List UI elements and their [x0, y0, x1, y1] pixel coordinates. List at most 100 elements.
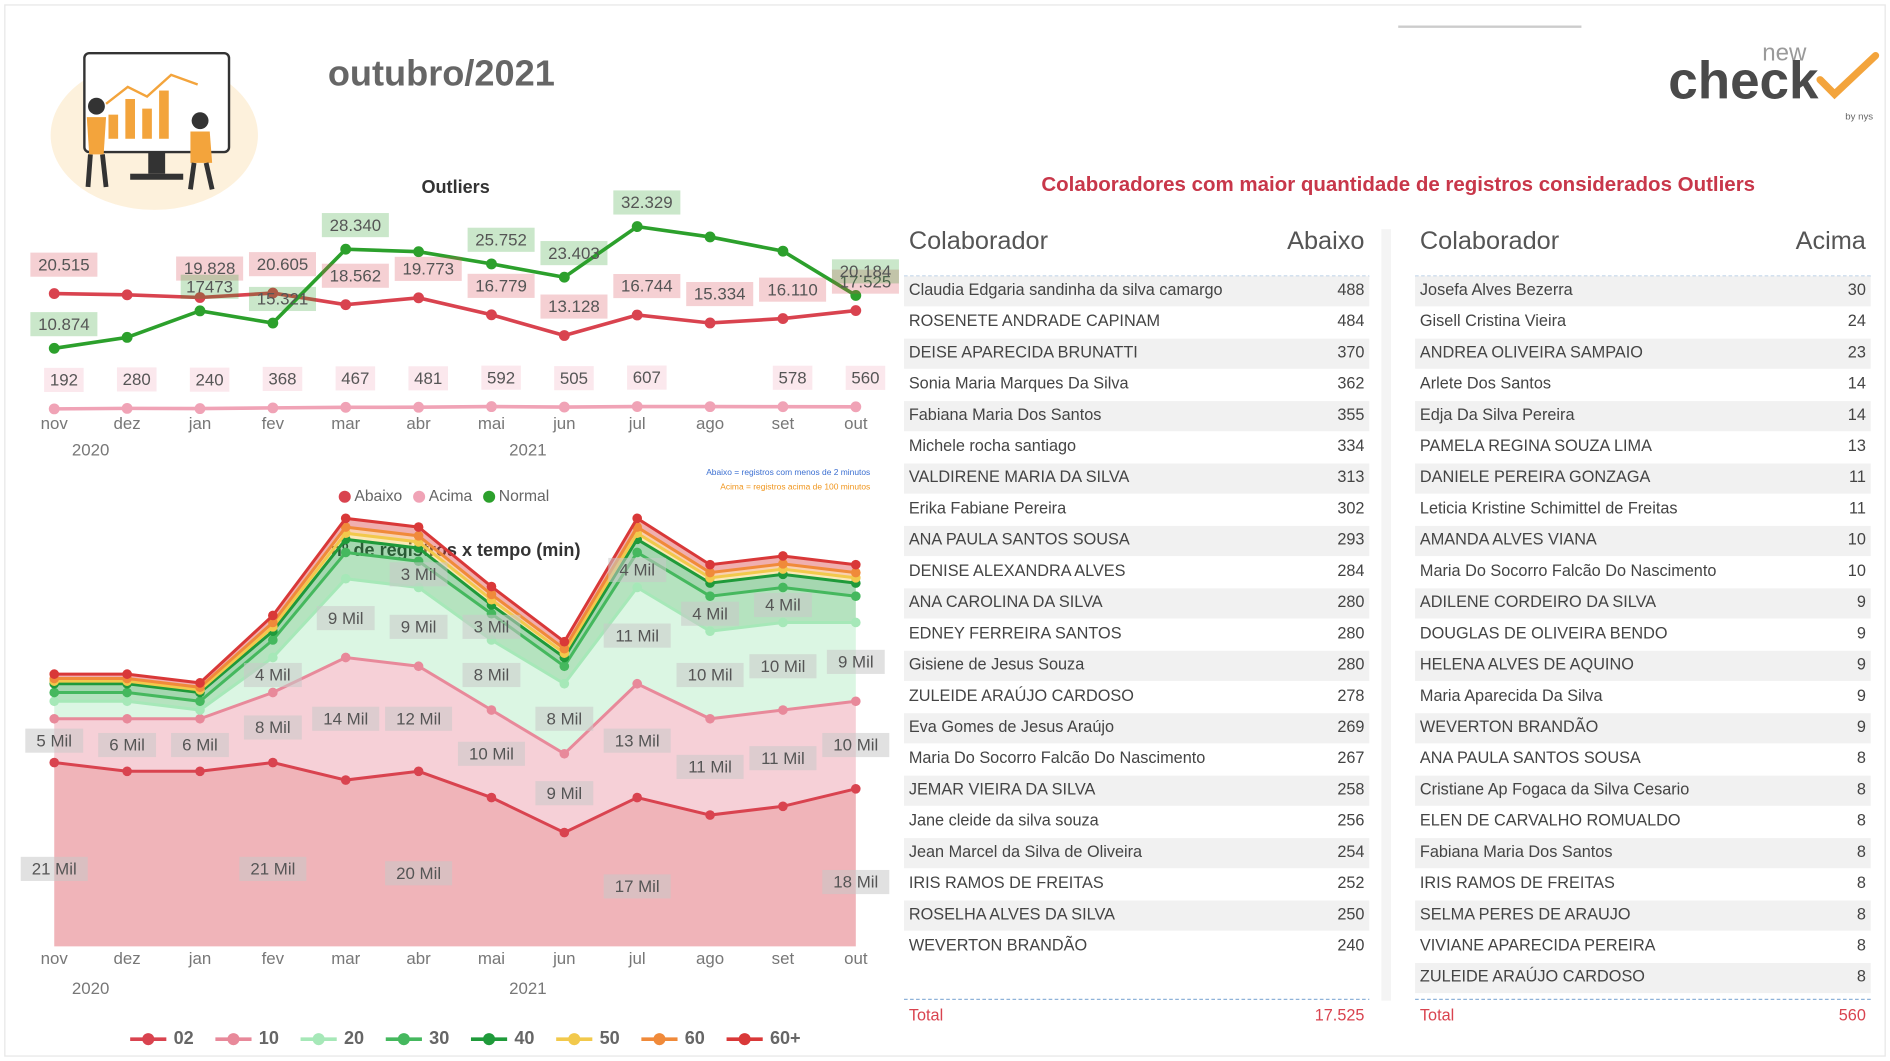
data-point	[49, 669, 60, 679]
data-label: 17473	[186, 277, 233, 296]
column-header: Colaborador	[909, 227, 1048, 255]
data-label-box	[603, 623, 671, 648]
data-point	[268, 757, 278, 768]
data-point	[704, 317, 716, 329]
data-point	[850, 783, 861, 794]
data-label: 9 Mil	[547, 784, 583, 803]
data-point	[268, 610, 278, 621]
data-label-box	[385, 861, 453, 886]
data-label: 13.128	[548, 297, 600, 316]
row-name: Fabiana Maria Dos Santos	[1420, 843, 1613, 861]
data-label-box	[467, 273, 535, 298]
row-name: DANIELE PEREIRA GONZAGA	[1420, 468, 1651, 486]
data-label: 607	[633, 368, 661, 387]
x-tick-label: jan	[188, 414, 212, 433]
x-tick-label: out	[844, 949, 868, 968]
data-label-box	[408, 366, 448, 391]
logo: new check by nys	[1668, 40, 1880, 123]
row-value: 293	[1337, 531, 1364, 549]
data-point	[850, 305, 862, 316]
data-label: 15.334	[694, 285, 746, 304]
data-label: 9 Mil	[401, 618, 437, 637]
row-band	[1415, 900, 1871, 931]
data-point	[778, 617, 788, 628]
data-label-box	[316, 606, 375, 631]
row-name: Gisell Cristina Vieira	[1420, 312, 1567, 330]
data-label: 5 Mil	[36, 731, 72, 750]
data-point	[122, 669, 132, 679]
legend-marker	[653, 1033, 666, 1046]
row-name: Gisiene de Jesus Souza	[909, 656, 1085, 674]
data-label-box	[394, 256, 462, 281]
stacked-area	[54, 762, 856, 947]
stacked-area	[54, 552, 856, 711]
row-name: ANA PAULA SANTOS SOUSA	[1420, 749, 1641, 767]
row-name: Cristiane Ap Fogaca da Silva Cesario	[1420, 780, 1689, 798]
row-value: 8	[1857, 874, 1866, 892]
row-value: 8	[1857, 937, 1866, 955]
data-label-box	[335, 366, 376, 391]
data-point	[340, 547, 351, 558]
data-label-box	[676, 754, 744, 779]
row-band	[1415, 307, 1871, 338]
total-label: Total	[1420, 1007, 1454, 1025]
data-point	[778, 705, 788, 715]
data-label-box	[243, 662, 302, 688]
legend-marker	[227, 1033, 240, 1046]
legend-marker	[483, 490, 496, 503]
data-point	[195, 766, 205, 777]
data-label-box	[845, 365, 886, 390]
data-label-box	[535, 706, 594, 731]
row-name: ROSENETE ANDRADE CAPINAM	[909, 312, 1160, 330]
data-label: 10 Mil	[760, 657, 805, 676]
row-value: 23	[1848, 343, 1866, 361]
series-line	[54, 524, 856, 689]
row-name: VALDIRENE MARIA DA SILVA	[909, 468, 1130, 486]
data-label-box	[749, 746, 817, 771]
icon-bar	[159, 90, 169, 139]
x-tick-label: abr	[406, 414, 431, 433]
x-tick-label: nov	[41, 414, 69, 433]
data-label: 15.321	[257, 290, 309, 309]
data-label-box	[608, 557, 667, 583]
legend-label: 60	[685, 1028, 705, 1048]
row-name: ROSELHA ALVES DA SILVA	[909, 905, 1115, 923]
data-point	[705, 713, 715, 724]
data-point	[705, 559, 715, 570]
data-point	[631, 401, 643, 412]
scrollbar[interactable]	[1381, 229, 1391, 1001]
person-legs	[188, 162, 215, 190]
data-label: 9 Mil	[328, 609, 364, 628]
data-point	[850, 591, 861, 602]
row-name: IRIS RAMOS DE FREITAS	[909, 874, 1104, 892]
row-value: 30	[1848, 281, 1866, 299]
data-label-box	[30, 252, 98, 277]
data-point	[195, 713, 205, 724]
x-tick-label: mai	[478, 414, 505, 433]
row-value: 10	[1848, 531, 1866, 549]
series-line	[54, 537, 856, 695]
row-value: 484	[1337, 312, 1364, 330]
logo-small: new	[1762, 40, 1807, 67]
data-point	[48, 403, 60, 415]
row-name: WEVERTON BRANDÃO	[909, 935, 1087, 955]
row-value: 8	[1857, 780, 1866, 798]
x-group-label: 2021	[509, 979, 547, 998]
data-label-box	[831, 269, 899, 294]
row-name: ANA PAULA SANTOS SOUSA	[909, 531, 1130, 549]
data-label-box	[613, 190, 681, 215]
row-band	[904, 307, 1370, 338]
data-label: 3 Mil	[401, 565, 437, 584]
data-point	[559, 827, 570, 838]
person-legs	[85, 154, 109, 188]
data-point	[195, 705, 205, 715]
data-point	[340, 775, 351, 785]
row-band	[1415, 619, 1871, 650]
data-point	[194, 403, 206, 415]
data-point	[559, 678, 570, 689]
row-value: 256	[1337, 812, 1364, 830]
data-point	[413, 661, 424, 672]
data-label-box	[772, 365, 813, 390]
row-value: 488	[1337, 281, 1364, 299]
data-label: 467	[341, 369, 369, 388]
